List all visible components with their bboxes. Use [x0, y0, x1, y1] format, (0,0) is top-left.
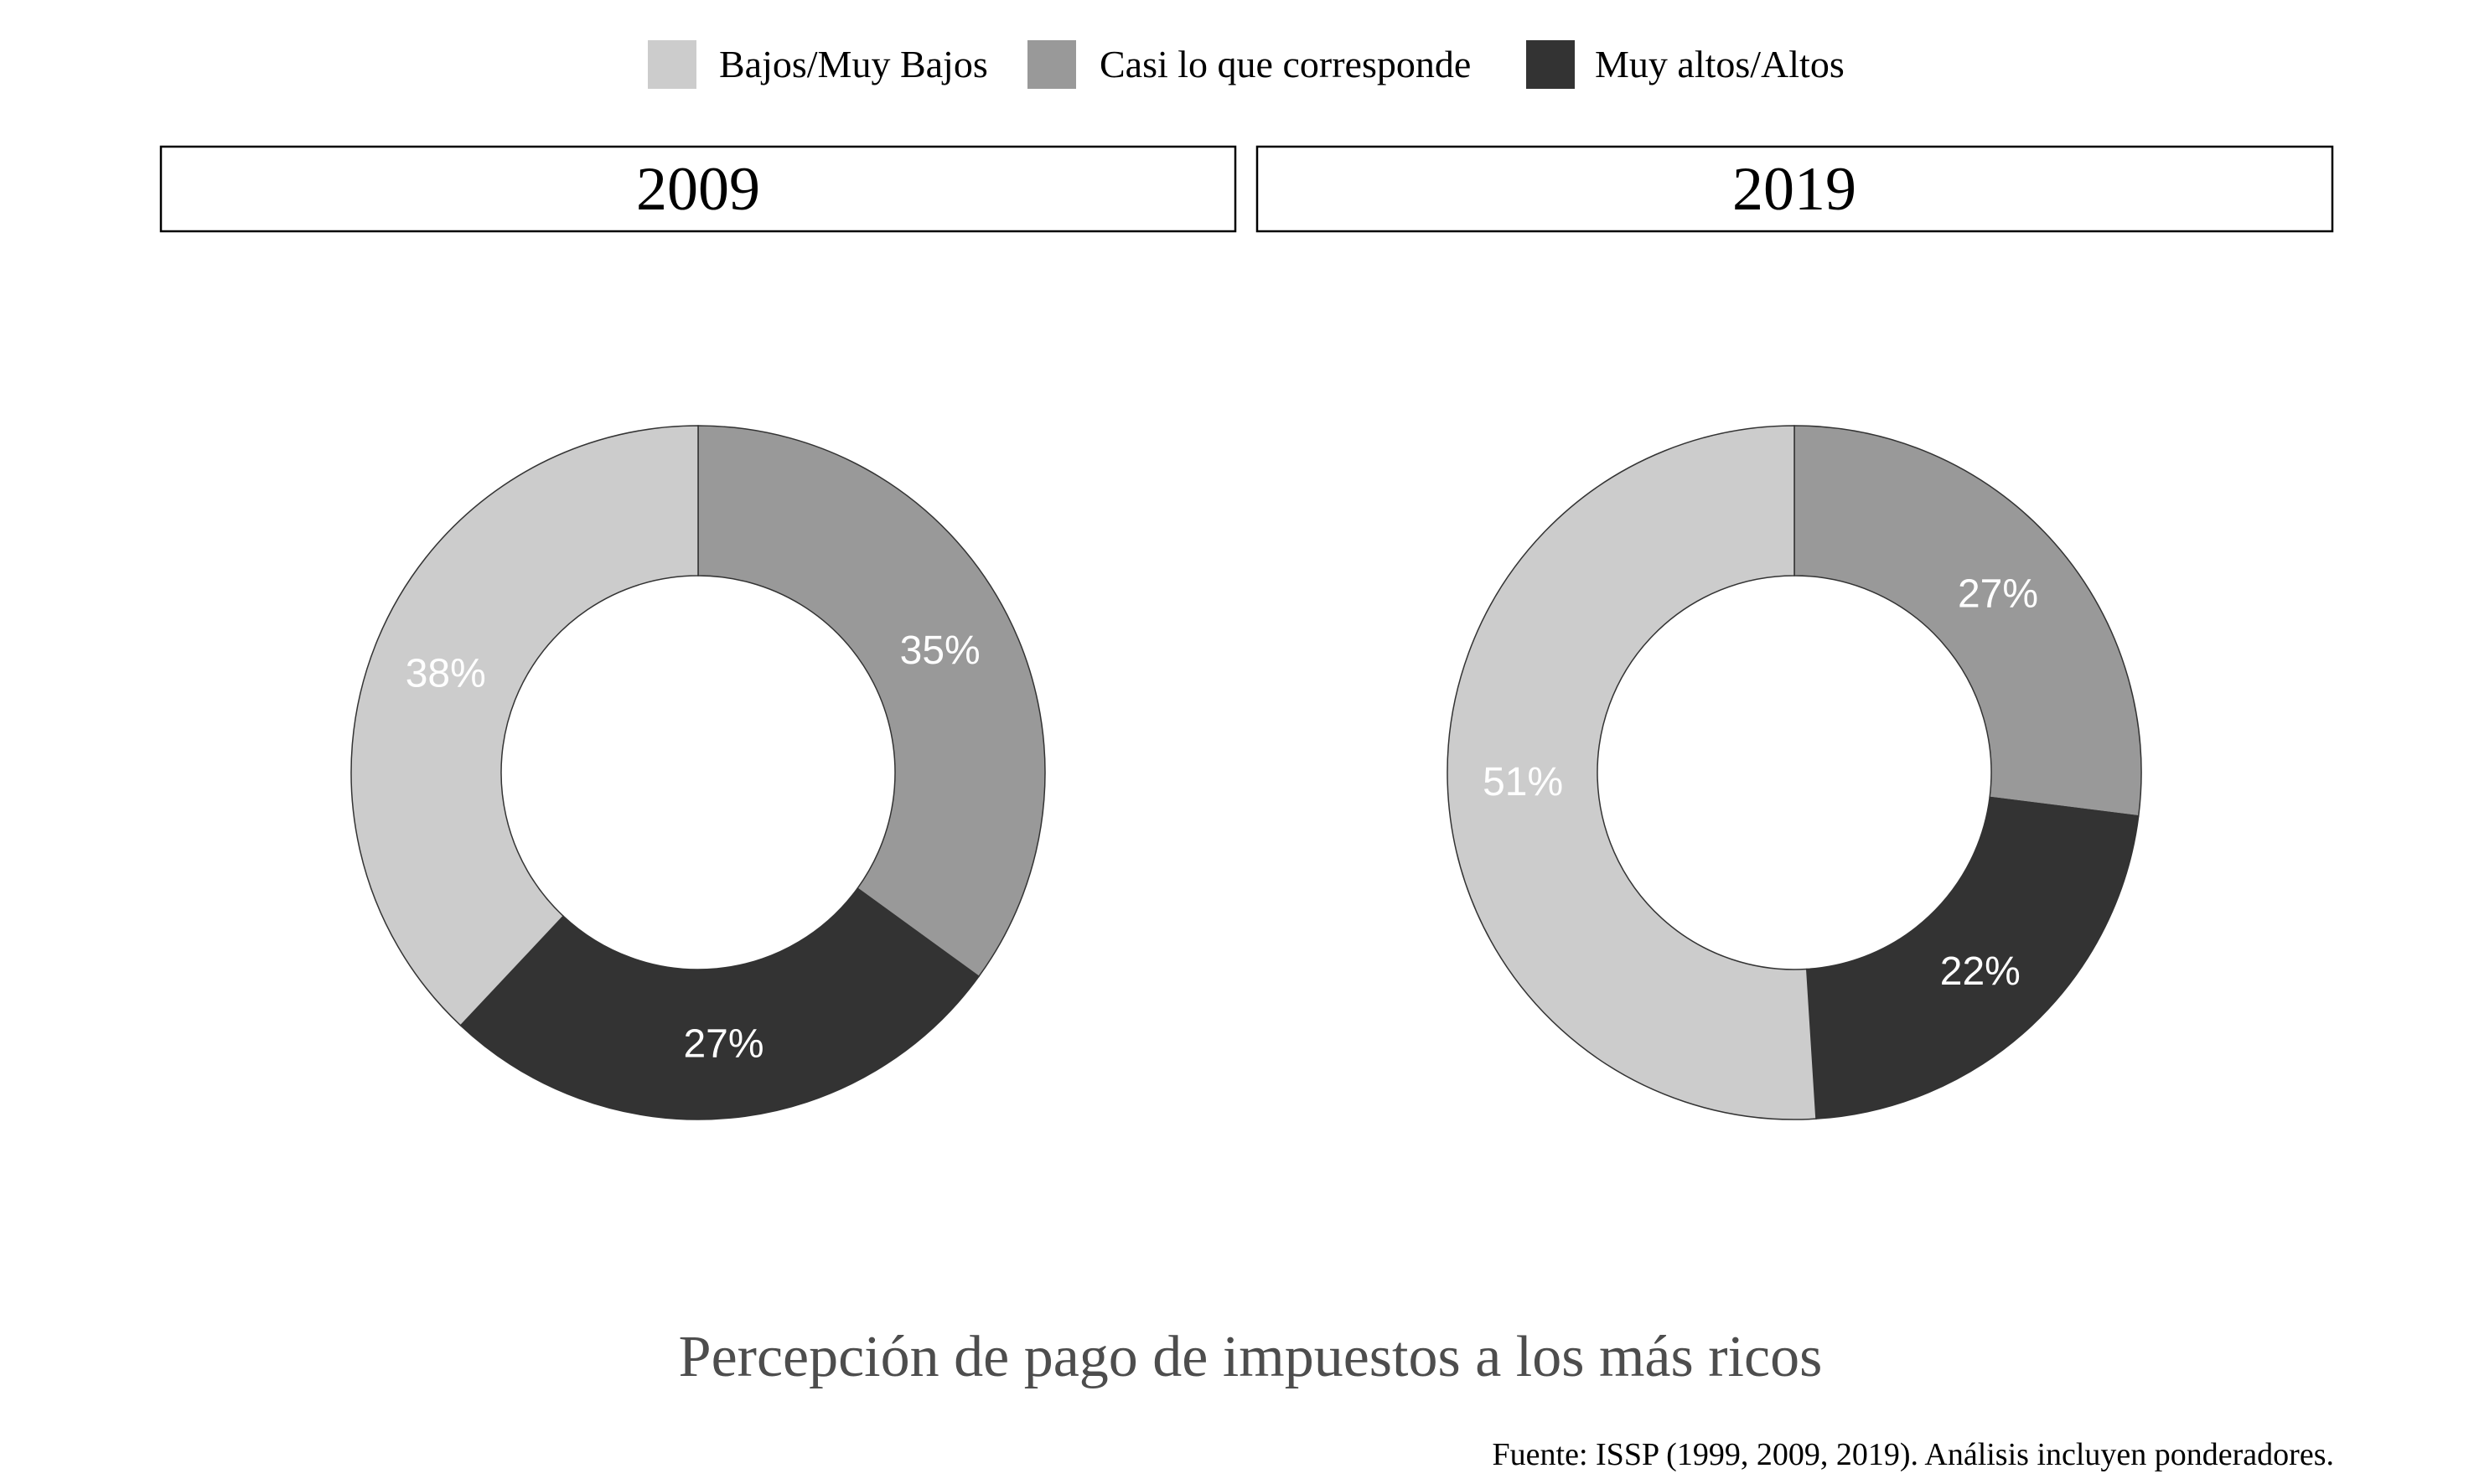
slice-altos-2009: [459, 887, 980, 1120]
donut-2019: 27% 22% 51%: [1447, 425, 2142, 1120]
slice-label-bajos-2009: 38%: [406, 652, 486, 696]
slice-bajos-2019: [1447, 425, 1817, 1120]
slice-label-bajos-2019: 51%: [1483, 760, 1563, 804]
panel-title-2009: 2009: [636, 155, 760, 224]
panel-2009: 2009 35% 27% 38%: [159, 145, 1237, 1120]
legend-swatch-casi: [1027, 40, 1076, 89]
legend-label-bajos: Bajos/Muy Bajos: [719, 43, 988, 85]
panel-2019: 2019 27% 22% 51%: [1255, 145, 2334, 1120]
slice-label-casi-2009: 35%: [900, 628, 981, 673]
panel-header-2019: [1255, 145, 2334, 233]
panel-header-2009: [159, 145, 1237, 233]
slice-casi-2019: [1793, 425, 2142, 817]
panel-title-2019: 2019: [1732, 155, 1856, 224]
legend: Bajos/Muy Bajos Casi lo que corresponde …: [648, 40, 1845, 89]
legend-swatch-altos: [1526, 40, 1575, 89]
slice-label-altos-2019: 22%: [1940, 949, 2021, 994]
legend-label-casi: Casi lo que corresponde: [1100, 43, 1471, 85]
legend-swatch-bajos: [648, 40, 696, 89]
donut-2009: 35% 27% 38%: [350, 425, 1046, 1120]
chart-caption: Percepción de pago de impuestos a los má…: [679, 1325, 1823, 1389]
slice-casi-2009: [697, 425, 1046, 978]
source-note: Fuente: ISSP (1999, 2009, 2019). Análisi…: [1493, 1437, 2334, 1472]
slice-label-casi-2019: 27%: [1958, 572, 2038, 617]
slice-altos-2019: [1805, 796, 2140, 1119]
slice-bajos-2009: [350, 425, 699, 1026]
slice-label-altos-2009: 27%: [683, 1022, 763, 1067]
legend-label-altos: Muy altos/Altos: [1595, 43, 1845, 85]
